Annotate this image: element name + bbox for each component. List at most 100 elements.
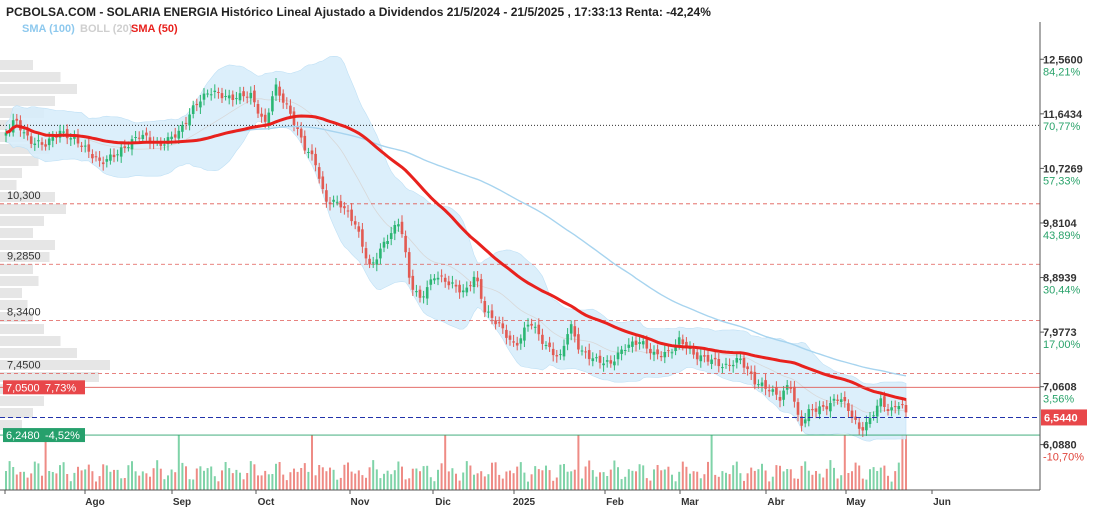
candle-body xyxy=(253,90,256,103)
candle-body xyxy=(220,93,224,99)
volume-bar xyxy=(206,468,209,490)
y-tick-pct: -10,70% xyxy=(1043,452,1084,464)
candle-body xyxy=(443,277,447,282)
candle-body xyxy=(436,277,440,280)
volume-bar xyxy=(894,471,897,490)
volume-bar xyxy=(415,468,418,490)
volume-profile-bar xyxy=(0,96,55,106)
volume-bar xyxy=(541,470,544,490)
volume-profile-bar xyxy=(0,372,99,382)
volume-profile-bar xyxy=(0,300,28,310)
volume-profile-bar xyxy=(0,228,33,238)
volume-bar xyxy=(401,466,403,490)
candle-body xyxy=(656,349,659,355)
candle-body xyxy=(469,285,472,287)
candle-body xyxy=(400,221,404,235)
candle-body xyxy=(127,147,130,149)
volume-bar xyxy=(815,471,817,490)
volume-bar xyxy=(707,461,709,490)
candle-body xyxy=(245,96,249,98)
volume-bar xyxy=(678,471,681,490)
candle-body xyxy=(847,403,850,411)
volume-bar xyxy=(66,474,69,490)
volume-bar xyxy=(51,472,54,490)
candle-body xyxy=(530,323,533,326)
legend-sma50: SMA (50) xyxy=(131,23,178,35)
volume-bar xyxy=(379,478,382,490)
volume-bar xyxy=(455,473,457,490)
volume-bar xyxy=(69,481,72,490)
volume-bar xyxy=(278,462,281,490)
y-tick-label: 6,0880 xyxy=(1043,440,1077,452)
candle-body xyxy=(325,190,328,202)
candle-body xyxy=(832,398,836,401)
candle-body xyxy=(281,93,285,103)
volume-bar xyxy=(426,465,429,490)
candle-body xyxy=(508,335,512,340)
volume-bar xyxy=(73,472,76,490)
y-tick-label: 8,8939 xyxy=(1043,273,1077,285)
candle-body xyxy=(483,301,487,313)
candle-body xyxy=(757,384,760,386)
volume-bar xyxy=(253,464,256,490)
volume-bar xyxy=(246,473,249,490)
candle-body xyxy=(62,131,65,133)
volume-bar xyxy=(789,469,792,490)
low_marker-value: 6,2480 xyxy=(6,430,40,442)
candle-body xyxy=(602,363,605,366)
candle-body xyxy=(314,153,317,166)
volume-bar xyxy=(314,475,317,490)
volume-bar xyxy=(879,467,882,490)
volume-bar xyxy=(836,478,839,490)
candle-body xyxy=(65,129,69,139)
candle-body xyxy=(868,417,872,424)
low_marker-pct: -4,52% xyxy=(45,430,80,442)
volume-bar xyxy=(901,435,904,490)
volume-bar xyxy=(321,467,324,490)
candle-body xyxy=(548,342,551,348)
volume-profile-bar xyxy=(0,288,22,298)
volume-bar xyxy=(339,477,342,490)
candle-body xyxy=(328,202,332,205)
volume-bar xyxy=(311,435,313,490)
volume-bar xyxy=(667,466,670,490)
candle-body xyxy=(267,112,271,125)
candle-body xyxy=(69,138,73,140)
volume-bar xyxy=(771,476,774,490)
volume-profile-bar xyxy=(0,72,61,82)
candle-body xyxy=(307,152,310,153)
candle-body xyxy=(807,409,811,422)
candle-body xyxy=(605,360,609,362)
volume-bar xyxy=(19,471,22,490)
volume-bar xyxy=(527,481,529,490)
volume-profile-bar xyxy=(0,180,17,190)
y-tick-label: 12,5600 xyxy=(1043,54,1083,66)
volume-bar xyxy=(642,465,645,490)
candle-body xyxy=(598,355,602,363)
volume-bar xyxy=(98,476,101,490)
candle-body xyxy=(890,407,893,411)
candle-body xyxy=(645,339,649,349)
volume-bar xyxy=(26,477,29,490)
volume-bar xyxy=(429,477,432,490)
candle-body xyxy=(681,339,685,345)
candle-body xyxy=(742,357,746,368)
candle-body xyxy=(289,105,292,114)
candle-body xyxy=(292,111,296,126)
volume-bar xyxy=(404,479,407,490)
x-tick-label: Oct xyxy=(258,497,275,508)
candle-body xyxy=(22,132,26,134)
volume-bar xyxy=(530,474,533,490)
y-tick-pct: 17,00% xyxy=(1043,339,1081,351)
volume-bar xyxy=(905,435,907,490)
candle-body xyxy=(490,310,494,318)
candle-body xyxy=(843,397,847,402)
volume-bar xyxy=(5,471,7,490)
volume-bar xyxy=(217,481,220,490)
volume-bar xyxy=(606,476,609,490)
volume-profile-bar xyxy=(0,168,22,178)
volume-bar xyxy=(325,471,328,490)
volume-bar xyxy=(746,473,749,490)
volume-bar xyxy=(159,468,162,490)
volume-bar xyxy=(577,435,580,490)
